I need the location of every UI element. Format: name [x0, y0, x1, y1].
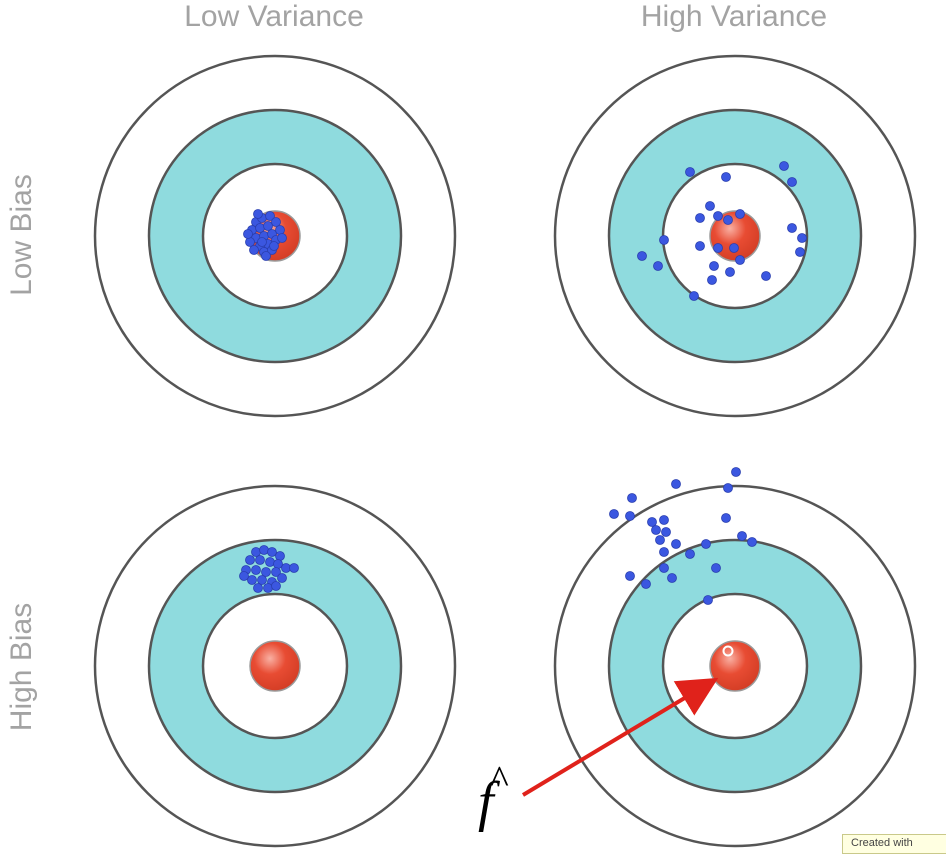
data-point: [797, 233, 807, 243]
data-point: [255, 555, 265, 565]
data-point: [261, 567, 271, 577]
fhat-label: f: [478, 771, 494, 833]
data-point: [723, 215, 733, 225]
data-point: [695, 241, 705, 251]
data-point: [659, 547, 669, 557]
data-point: [729, 243, 739, 253]
data-point: [709, 261, 719, 271]
data-point: [255, 223, 265, 233]
data-point: [655, 535, 665, 545]
column-label-high-variance: High Variance: [640, 0, 828, 33]
data-point: [787, 177, 797, 187]
data-point: [731, 467, 741, 477]
target-low-bias-high-variance: [553, 54, 917, 418]
data-point: [779, 161, 789, 171]
column-label-low-variance: Low Variance: [184, 0, 364, 33]
data-point: [243, 229, 253, 239]
data-point: [609, 509, 619, 519]
data-point: [685, 167, 695, 177]
data-point: [721, 172, 731, 182]
data-point: [267, 547, 277, 557]
points-high-bias-low-variance: [239, 545, 299, 593]
target-high-bias-high-variance: [553, 484, 917, 848]
data-point: [245, 555, 255, 565]
data-point: [737, 531, 747, 541]
data-point: [671, 539, 681, 549]
watermark: Created with: [842, 834, 946, 854]
points-low-bias-high-variance: [637, 161, 807, 301]
data-point: [271, 581, 281, 591]
target-high-bias-low-variance: [93, 484, 457, 848]
data-point: [711, 563, 721, 573]
data-point: [659, 563, 669, 573]
data-point: [627, 493, 637, 503]
data-point: [249, 245, 259, 255]
data-point: [265, 557, 275, 567]
data-point: [257, 575, 267, 585]
data-point: [747, 537, 757, 547]
data-point: [253, 209, 263, 219]
data-point: [695, 213, 705, 223]
data-point: [703, 595, 713, 605]
data-point: [795, 247, 805, 257]
data-point: [653, 261, 663, 271]
data-point: [705, 201, 715, 211]
data-point: [261, 251, 271, 261]
data-point: [275, 551, 285, 561]
data-point: [275, 225, 285, 235]
data-point: [257, 237, 267, 247]
annotation-arrow: [521, 677, 719, 797]
data-point: [277, 573, 287, 583]
data-point: [265, 211, 275, 221]
data-point: [671, 479, 681, 489]
data-point: [247, 575, 257, 585]
data-point: [637, 251, 647, 261]
points-low-bias-low-variance: [243, 209, 287, 261]
data-point: [685, 549, 695, 559]
data-point: [253, 583, 263, 593]
data-point: [263, 221, 273, 231]
data-point: [271, 567, 281, 577]
points-high-bias-high-variance: [609, 467, 757, 605]
data-point: [667, 573, 677, 583]
data-point: [725, 267, 735, 277]
data-point: [659, 235, 669, 245]
data-point: [651, 525, 661, 535]
data-point: [707, 275, 717, 285]
data-point: [259, 545, 269, 555]
data-point: [271, 217, 281, 227]
data-point: [239, 571, 249, 581]
data-point: [713, 211, 723, 221]
data-point: [689, 291, 699, 301]
data-point: [647, 517, 657, 527]
data-point: [661, 527, 671, 537]
data-point: [659, 515, 669, 525]
data-point: [721, 513, 731, 523]
data-point: [269, 241, 279, 251]
data-point: [251, 547, 261, 557]
data-point: [277, 233, 287, 243]
data-point: [735, 209, 745, 219]
data-point: [787, 223, 797, 233]
bullseye: [709, 640, 761, 692]
data-point: [723, 483, 733, 493]
data-point: [263, 583, 273, 593]
true-function-marker: [722, 645, 734, 657]
data-point: [641, 579, 651, 589]
fhat-hat: ^: [490, 757, 509, 802]
data-point: [735, 255, 745, 265]
data-point: [251, 565, 261, 575]
data-point: [273, 559, 283, 569]
bullseye: [249, 640, 301, 692]
data-point: [761, 271, 771, 281]
data-point: [625, 511, 635, 521]
data-point: [245, 237, 255, 247]
data-point: [289, 563, 299, 573]
data-point: [701, 539, 711, 549]
data-point: [625, 571, 635, 581]
data-point: [713, 243, 723, 253]
